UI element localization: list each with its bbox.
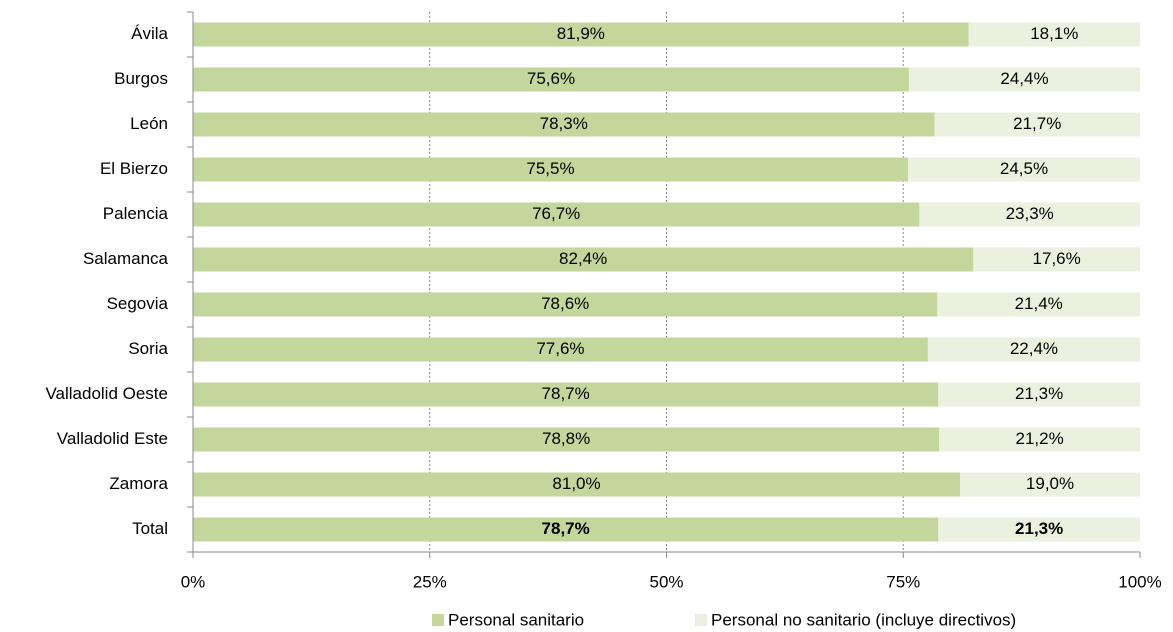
bar-segment: [968, 22, 1140, 47]
y-tick-label: Valladolid Oeste: [45, 384, 168, 403]
value-label: 24,5%: [1000, 159, 1048, 178]
value-label: 21,4%: [1015, 294, 1063, 313]
bar-segment: [973, 247, 1140, 272]
bar-segment: [193, 427, 940, 452]
x-tick-label: 0%: [181, 572, 206, 591]
y-tick-label: León: [130, 114, 168, 133]
bar-segment: [907, 157, 1140, 182]
value-label: 75,6%: [527, 69, 575, 88]
value-label: 21,3%: [1015, 519, 1063, 538]
bar-segment: [919, 202, 1140, 227]
y-tick-label: Palencia: [103, 204, 169, 223]
bar-segment: [193, 292, 938, 317]
value-label: 22,4%: [1010, 339, 1058, 358]
legend-label: Personal no sanitario (incluye directivo…: [711, 610, 1016, 629]
value-label: 21,2%: [1016, 429, 1064, 448]
value-label: 77,6%: [536, 339, 584, 358]
y-tick-label: Burgos: [114, 69, 168, 88]
bar-segment: [908, 67, 1140, 92]
bar-segment: [938, 517, 1140, 542]
value-label: 24,4%: [1000, 69, 1048, 88]
legend-swatch: [432, 614, 444, 626]
bar-segment: [934, 112, 1140, 137]
bar-segment: [193, 337, 928, 362]
bar-segment: [193, 382, 939, 407]
value-label: 21,3%: [1015, 384, 1063, 403]
y-tick-label: Total: [132, 519, 168, 538]
x-tick-label: 100%: [1118, 572, 1161, 591]
y-tick-label: Salamanca: [83, 249, 169, 268]
value-label: 23,3%: [1006, 204, 1054, 223]
value-label: 19,0%: [1026, 474, 1074, 493]
y-tick-label: Valladolid Este: [57, 429, 168, 448]
bar-segment: [193, 202, 920, 227]
bar-segment: [193, 247, 974, 272]
value-label: 78,7%: [542, 384, 590, 403]
value-label: 78,7%: [542, 519, 590, 538]
y-tick-label: Soria: [128, 339, 168, 358]
bar-segment: [939, 427, 1140, 452]
bar-segment: [193, 22, 969, 47]
bar-segment: [193, 157, 908, 182]
bar-segment: [927, 337, 1140, 362]
y-tick-label: Ávila: [131, 24, 168, 43]
value-label: 78,3%: [540, 114, 588, 133]
value-label: 21,7%: [1013, 114, 1061, 133]
y-tick-label: Segovia: [107, 294, 169, 313]
value-label: 78,8%: [542, 429, 590, 448]
bar-segment: [193, 67, 909, 92]
x-tick-label: 25%: [413, 572, 447, 591]
value-label: 78,6%: [541, 294, 589, 313]
bar-segment: [193, 517, 939, 542]
value-label: 18,1%: [1030, 24, 1078, 43]
bar-segment: [193, 472, 961, 497]
value-label: 81,9%: [557, 24, 605, 43]
x-tick-label: 50%: [649, 572, 683, 591]
y-tick-label: El Bierzo: [100, 159, 168, 178]
value-label: 82,4%: [559, 249, 607, 268]
value-label: 76,7%: [532, 204, 580, 223]
bar-segment: [960, 472, 1140, 497]
value-label: 75,5%: [526, 159, 574, 178]
bar-segment: [938, 382, 1140, 407]
legend-swatch: [695, 614, 707, 626]
y-tick-label: Zamora: [109, 474, 168, 493]
bar-segment: [193, 112, 935, 137]
legend-label: Personal sanitario: [448, 610, 584, 629]
value-label: 17,6%: [1033, 249, 1081, 268]
bar-segment: [937, 292, 1140, 317]
value-label: 81,0%: [552, 474, 600, 493]
x-tick-label: 75%: [886, 572, 920, 591]
